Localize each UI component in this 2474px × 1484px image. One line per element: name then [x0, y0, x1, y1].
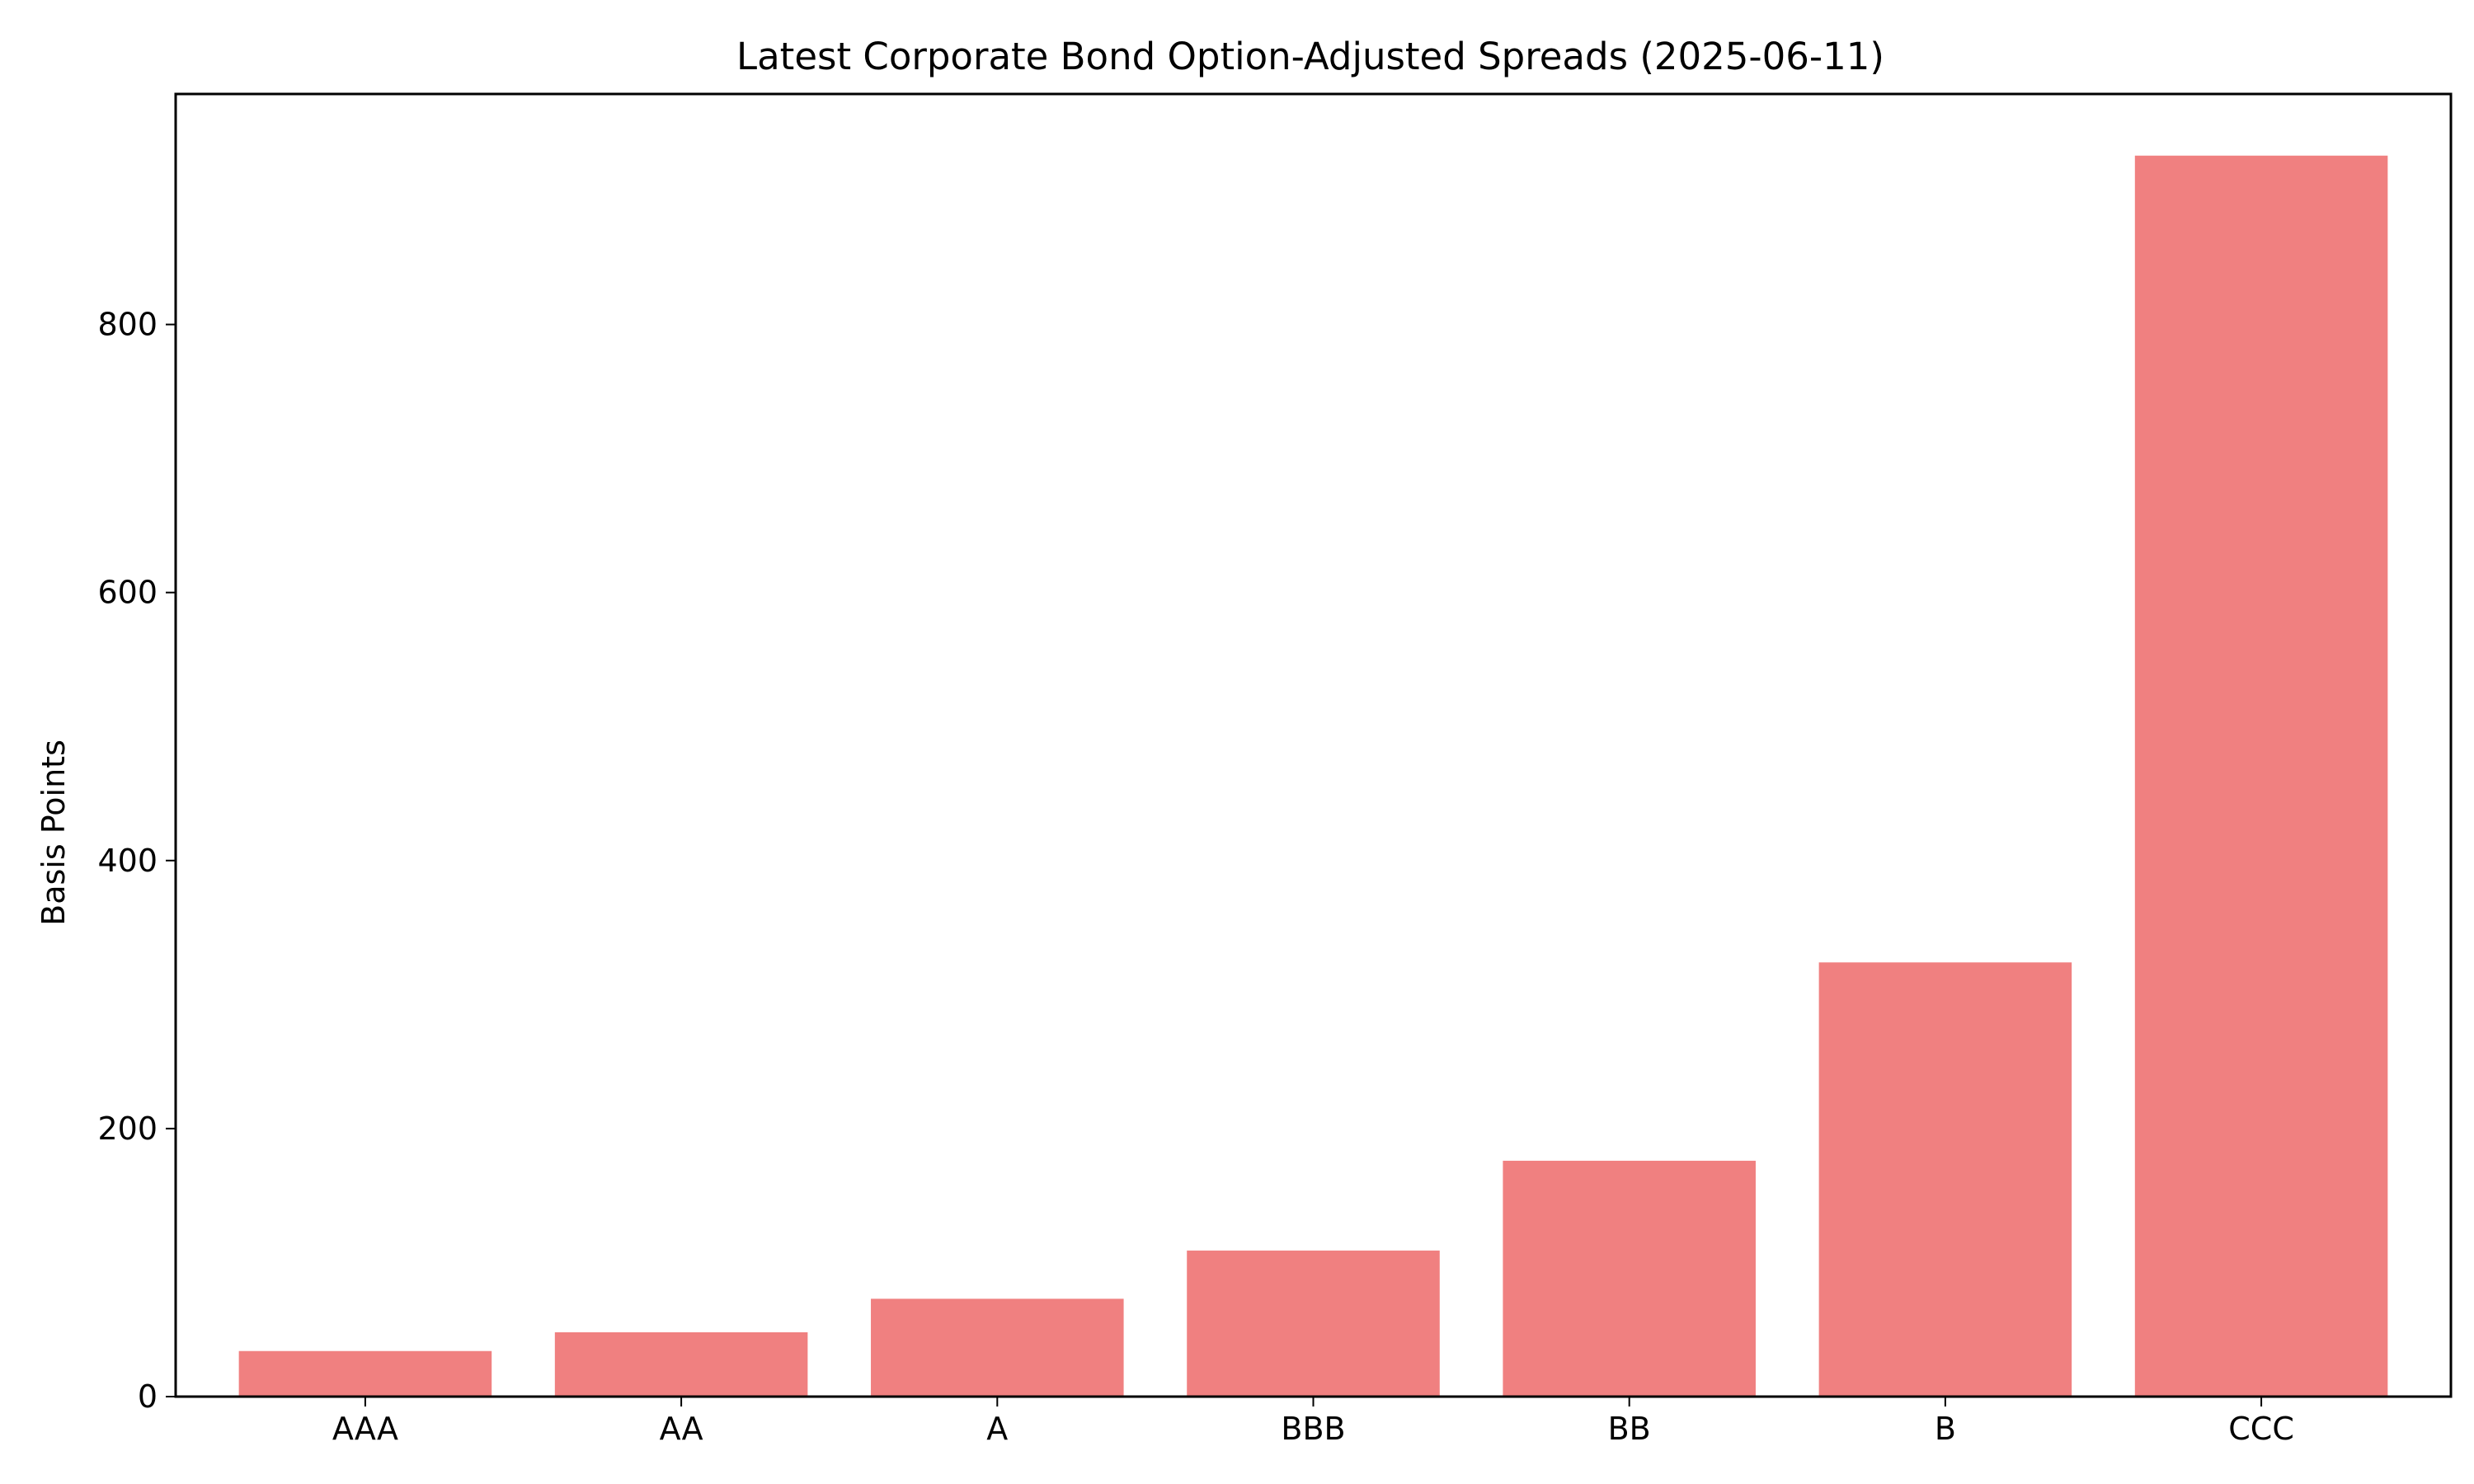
bar-bbb	[1187, 1250, 1440, 1397]
bar-b	[1818, 962, 2072, 1397]
bar-ccc	[2134, 155, 2388, 1397]
y-tick-label: 200	[97, 1111, 158, 1147]
y-axis-ticks: 0 200 400 600 800	[97, 307, 176, 1415]
x-axis-ticks: AAA AA A BBB BB B CCC	[332, 1397, 2294, 1447]
x-tick-label: B	[1935, 1411, 1956, 1447]
bar-a	[871, 1298, 1124, 1397]
y-axis-label: Basis Points	[35, 740, 72, 926]
y-tick-label: 800	[97, 307, 158, 343]
bar-bb	[1503, 1160, 1756, 1397]
x-tick-label: A	[986, 1411, 1008, 1447]
chart-title: Latest Corporate Bond Option-Adjusted Sp…	[736, 35, 1884, 78]
y-tick-label: 600	[97, 575, 158, 611]
y-tick-label: 400	[97, 843, 158, 879]
bar-aaa	[238, 1350, 492, 1397]
x-tick-label: AAA	[332, 1411, 398, 1447]
bars-group	[238, 155, 2388, 1397]
bar-aa	[554, 1331, 808, 1397]
y-tick-label: 0	[138, 1378, 158, 1415]
x-tick-label: CCC	[2228, 1411, 2294, 1447]
x-tick-label: BBB	[1281, 1411, 1345, 1447]
plot-frame	[174, 92, 2453, 1398]
x-tick-label: BB	[1608, 1411, 1651, 1447]
x-tick-label: AA	[660, 1411, 703, 1447]
